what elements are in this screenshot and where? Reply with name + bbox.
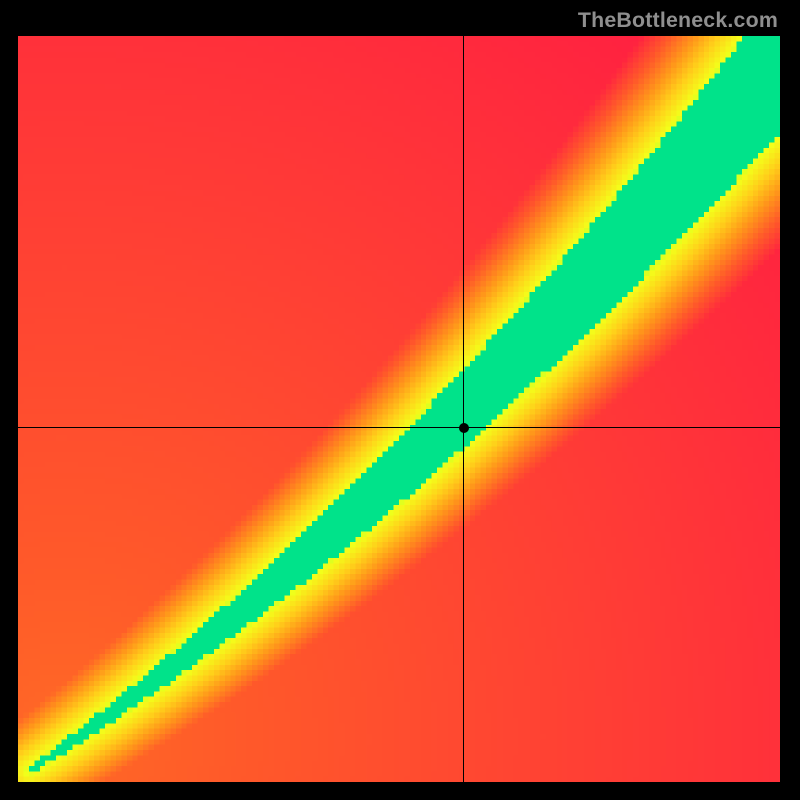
heatmap-plot (18, 36, 780, 782)
heatmap-canvas (18, 36, 780, 782)
image-frame: TheBottleneck.com (0, 0, 800, 800)
watermark-text: TheBottleneck.com (578, 8, 778, 33)
